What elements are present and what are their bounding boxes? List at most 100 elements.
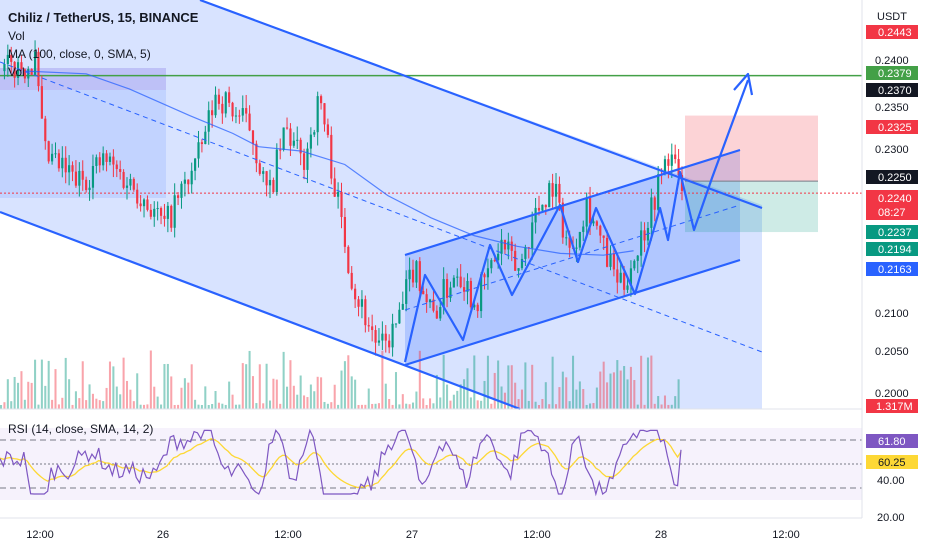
candle-body <box>439 307 442 319</box>
volume-bar <box>306 397 309 409</box>
svg-text:0.2370: 0.2370 <box>878 85 912 97</box>
svg-text:0.2325: 0.2325 <box>878 122 912 134</box>
volume-bar <box>211 404 214 409</box>
candle-body <box>381 333 384 341</box>
volume-bar <box>493 372 496 409</box>
candle-body <box>326 124 329 135</box>
volume-bar <box>10 401 13 409</box>
volume-bar <box>303 395 306 409</box>
volume-bar <box>408 404 411 409</box>
volume-bar <box>282 351 285 409</box>
volume-bar <box>6 379 9 409</box>
volume-bar <box>17 382 20 409</box>
candle-body <box>337 191 340 197</box>
candle-body <box>10 54 13 62</box>
volume-bar <box>40 359 43 409</box>
candle-body <box>268 179 272 186</box>
candle-body <box>340 191 343 218</box>
volume-bar <box>129 389 132 409</box>
candle-body <box>88 187 91 191</box>
candle-body <box>432 299 435 311</box>
candle-body <box>425 294 428 303</box>
volume-bar <box>640 355 643 409</box>
volume-bar <box>316 376 319 409</box>
candle-body <box>503 239 507 250</box>
candle-body <box>500 239 503 254</box>
candle-body <box>228 92 231 103</box>
volume-bar <box>524 362 527 409</box>
volume-bar <box>439 397 442 409</box>
time-label: 12:00 <box>274 529 302 541</box>
volume-bar <box>582 389 585 409</box>
candle-body <box>415 261 418 283</box>
candle-body <box>374 330 377 343</box>
candle-body <box>520 258 524 269</box>
candle-body <box>296 139 299 141</box>
rsi-label[interactable]: RSI (14, close, SMA, 14, 2) <box>8 422 153 436</box>
candle-body <box>170 205 173 228</box>
volume-bar <box>520 389 523 409</box>
volume-bars <box>0 350 680 409</box>
candle-body <box>258 163 261 174</box>
candle-body <box>16 62 20 78</box>
volume-bar <box>125 380 129 409</box>
candle-body <box>473 304 476 308</box>
volume-bar <box>609 373 612 409</box>
candle-body <box>592 221 595 224</box>
candle-body <box>476 304 479 312</box>
ascending-channel-median <box>404 204 741 311</box>
indicator-vol2-label[interactable]: Vol <box>8 65 25 79</box>
candle-body <box>292 140 295 146</box>
candle-body <box>187 179 190 185</box>
candle-body <box>456 276 459 278</box>
candle-body <box>85 179 88 191</box>
volume-bar <box>149 350 152 409</box>
candle-body <box>575 247 578 249</box>
candle-body <box>176 195 180 198</box>
candle-body <box>616 269 619 283</box>
volume-bar <box>163 364 166 409</box>
svg-text:0.2194: 0.2194 <box>878 244 912 256</box>
volume-bar <box>391 404 394 409</box>
candle-body <box>442 279 445 308</box>
candle-body <box>6 54 9 65</box>
svg-text:1.317M: 1.317M <box>876 401 913 413</box>
volume-bar <box>337 404 340 409</box>
symbol-title[interactable]: Chiliz / TetherUS, 15, BINANCE <box>8 10 199 25</box>
candle-body <box>166 205 169 219</box>
descending-channel-lower <box>0 210 521 411</box>
volume-bar <box>231 394 234 409</box>
volume-bar <box>190 364 193 409</box>
candle-body <box>289 128 292 146</box>
candle-body <box>561 202 564 238</box>
indicator-ma-label[interactable]: MA (100, close, 0, SMA, 5) <box>8 47 151 61</box>
price-badge: 0.2250 <box>866 170 918 184</box>
volume-bar <box>367 388 370 409</box>
volume-bar <box>425 404 428 409</box>
candle-body <box>323 103 326 125</box>
candle-body <box>221 103 224 114</box>
candle-body <box>309 134 312 149</box>
candle-body <box>524 247 527 259</box>
indicator-vol-label[interactable]: Vol <box>8 29 25 43</box>
candle-body <box>231 102 234 117</box>
volume-bar <box>629 366 632 409</box>
time-label: 27 <box>406 529 418 541</box>
volume-bar <box>228 381 231 409</box>
volume-bar <box>112 366 115 409</box>
volume-bar <box>153 386 156 409</box>
volume-bar <box>670 404 673 409</box>
candles[interactable] <box>3 40 684 357</box>
candle-body <box>364 299 367 326</box>
candle-body <box>13 61 16 78</box>
candle-body <box>483 274 486 278</box>
volume-bar <box>667 404 670 409</box>
candle-body <box>606 237 609 267</box>
candle-body <box>302 153 306 170</box>
candle-body <box>319 96 323 104</box>
candle-body <box>544 204 547 208</box>
candle-body <box>251 130 255 144</box>
volume-bar <box>473 355 476 409</box>
price-tick: 0.2050 <box>875 346 909 358</box>
